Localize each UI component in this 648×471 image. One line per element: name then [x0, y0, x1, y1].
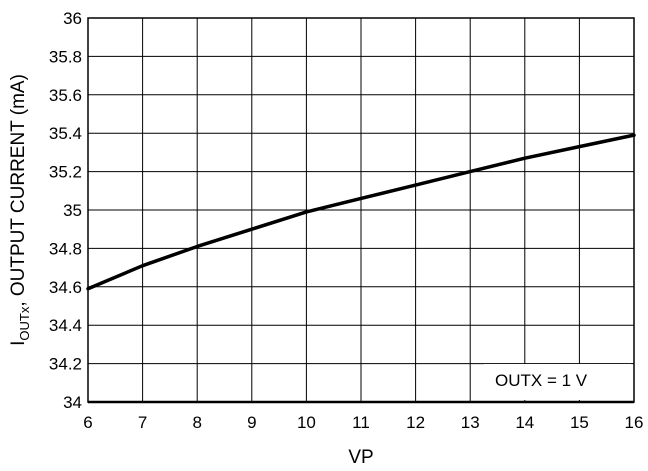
- x-axis-ticks: 6 7 8 9 10 11 12 13 14 15 16: [83, 413, 643, 432]
- y-tick-label: 35.2: [49, 163, 82, 182]
- series-layer: [86, 133, 636, 291]
- x-tick-label: 11: [352, 413, 370, 432]
- x-tick-label: 12: [406, 413, 425, 432]
- y-axis-title-rest: , OUTPUT CURRENT (mA): [8, 74, 29, 307]
- x-tick-label: 13: [461, 413, 480, 432]
- y-tick-label: 34.8: [49, 239, 82, 258]
- y-axis-title-main: I: [8, 341, 29, 346]
- x-tick-label: 16: [625, 413, 644, 432]
- y-tick-label: 35.4: [49, 124, 82, 143]
- x-tick-label: 9: [247, 413, 256, 432]
- y-tick-label: 35: [63, 201, 82, 220]
- x-tick-label: 6: [83, 413, 92, 432]
- annotation-background: [484, 364, 631, 400]
- x-tick-label: 14: [515, 413, 534, 432]
- y-axis-ticks: 34 34.2 34.4 34.6 34.8 35 35.2 35.4 35.6 35.8 36: [49, 9, 82, 412]
- series-line: [86, 133, 636, 291]
- x-tick-label: 10: [297, 413, 316, 432]
- y-axis-title-subscript: OUTx: [17, 306, 32, 340]
- y-tick-label: 34: [63, 393, 82, 412]
- x-tick-label: 15: [570, 413, 589, 432]
- legend-annotation: OUTX = 1 V: [484, 364, 631, 400]
- y-axis-title: IOUTx, OUTPUT CURRENT (mA): [8, 74, 32, 346]
- y-tick-label: 34.6: [49, 278, 82, 297]
- y-tick-label: 35.8: [49, 47, 82, 66]
- y-tick-label: 34.4: [49, 316, 82, 335]
- annotation-text: OUTX = 1 V: [495, 371, 588, 390]
- y-tick-label: 34.2: [49, 355, 82, 374]
- x-axis-title: VP: [348, 447, 373, 468]
- grid: [87, 17, 635, 403]
- y-tick-label: 35.6: [49, 86, 82, 105]
- x-tick-label: 8: [192, 413, 201, 432]
- x-tick-label: 7: [138, 413, 147, 432]
- y-tick-label: 36: [63, 9, 82, 28]
